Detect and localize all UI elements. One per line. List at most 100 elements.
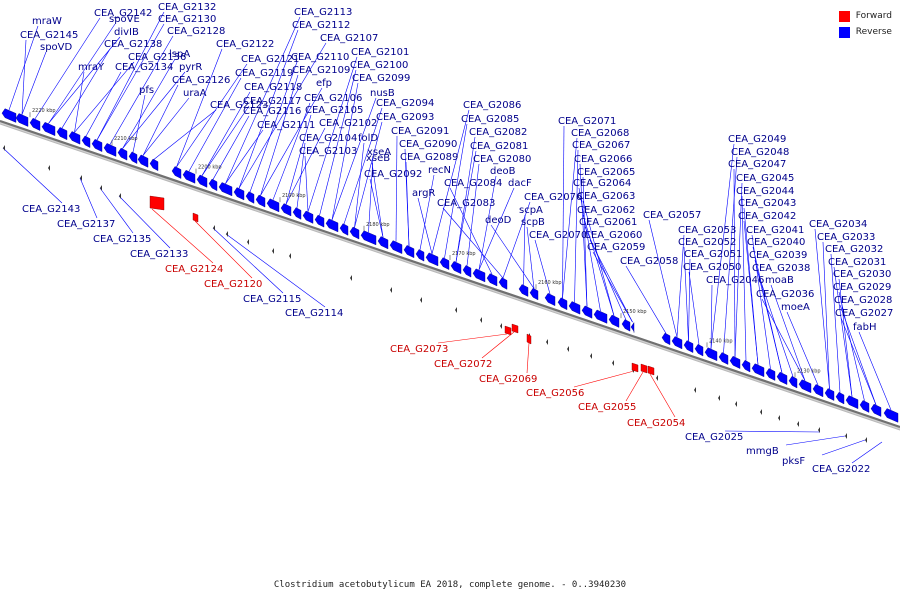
small-gene — [567, 346, 569, 352]
small-gene — [590, 353, 592, 359]
gene-label: CEA_G2038 — [752, 263, 810, 274]
legend-forward-label: Forward — [855, 11, 892, 21]
gene-label: CEA_G2059 — [587, 242, 645, 253]
reverse-gene — [683, 340, 694, 353]
gene-label: CEA_G2111 — [257, 120, 315, 131]
reverse-gene — [741, 360, 751, 373]
tick-label: 2150 kbp — [623, 309, 647, 315]
reverse-gene — [292, 207, 302, 220]
gene-label: CEA_G2061 — [579, 217, 637, 228]
gene-label: mraY — [78, 62, 105, 73]
reverse-gene — [529, 287, 539, 301]
small-gene — [420, 297, 422, 303]
gene-label: scpB — [521, 217, 545, 228]
gene-label: CEA_G2036 — [756, 289, 814, 300]
reverse-gene — [218, 182, 233, 197]
reverse-gene — [751, 363, 765, 378]
small-gene — [213, 225, 215, 231]
gene-label: divIB — [114, 27, 139, 38]
gene-label: CEA_G2062 — [577, 205, 635, 216]
tick-label: 2200 kbp — [198, 165, 222, 171]
reverse-gene — [29, 117, 41, 131]
reverse-gene — [835, 391, 845, 405]
gene-label: moeA — [781, 302, 810, 313]
gene-label: CEA_G2101 — [351, 47, 409, 58]
small-gene — [350, 275, 352, 281]
gene-label: CEA_G2030 — [833, 269, 891, 280]
reverse-gene — [661, 332, 671, 346]
gene-label: CEA_G2050 — [683, 262, 741, 273]
tick-label: 2220 kbp — [32, 108, 56, 114]
reverse-gene — [325, 218, 339, 233]
reverse-gene — [339, 223, 349, 236]
gene-label: CEA_G2124 — [165, 264, 223, 275]
reverse-gene — [389, 240, 403, 254]
gene-label: CEA_G2113 — [294, 7, 352, 18]
reverse-gene — [544, 293, 556, 307]
gene-label: CEA_G2058 — [620, 256, 678, 267]
gene-label: CEA_G2083 — [437, 198, 495, 209]
reverse-gene — [557, 297, 568, 311]
gene-label: CEA_G2081 — [470, 141, 528, 152]
reverse-gene — [718, 352, 729, 365]
small-gene — [247, 239, 249, 245]
small-gene — [500, 323, 502, 329]
reverse-gene — [208, 178, 218, 192]
genome-caption: Clostridium acetobutylicum EA 2018, comp… — [273, 580, 627, 590]
gene-label: CEA_G2137 — [57, 219, 115, 230]
legend-forward: Forward — [838, 8, 892, 24]
gene-label: CEA_G2107 — [320, 33, 378, 44]
gene-label: CEA_G2063 — [577, 191, 635, 202]
small-gene — [272, 248, 274, 254]
reverse-gene — [360, 230, 377, 246]
gene-label: CEA_G2045 — [736, 173, 794, 184]
small-gene — [3, 145, 5, 151]
forward-gene — [640, 363, 648, 374]
gene-label: CEA_G2055 — [578, 402, 636, 413]
small-gene — [718, 395, 720, 401]
reverse-gene — [15, 113, 29, 127]
small-gene — [119, 193, 121, 199]
reverse-gene — [1, 108, 17, 123]
gene-track — [1, 108, 899, 443]
gene-label: CEA_G2022 — [812, 464, 870, 475]
reverse-gene — [630, 321, 635, 333]
reverse-gene — [233, 187, 245, 201]
reverse-gene — [245, 191, 255, 204]
tick-label: 2170 kbp — [452, 251, 476, 257]
gene-label: CEA_G2093 — [376, 112, 434, 123]
reverse-swatch — [838, 26, 850, 38]
reverse-gene — [694, 344, 704, 357]
small-gene — [455, 307, 457, 313]
gene-label: CEA_G2105 — [305, 105, 363, 116]
reverse-gene — [581, 305, 593, 319]
tick-label: 2130 kbp — [797, 368, 821, 374]
gene-label: CEA_G2047 — [728, 159, 786, 170]
gene-label: CEA_G2046 — [706, 275, 764, 286]
gene-label: CEA_G2136 — [128, 52, 186, 63]
gene-label: CEA_G2053 — [678, 225, 736, 236]
gene-label: CEA_G2060 — [584, 230, 642, 241]
reverse-gene — [91, 139, 103, 152]
gene-label: CEA_G2071 — [558, 116, 616, 127]
forward-gene — [504, 325, 512, 336]
small-gene — [546, 339, 548, 345]
gene-label: CEA_G2092 — [364, 169, 422, 180]
gene-label: CEA_G2089 — [400, 152, 458, 163]
gene-label: CEA_G2049 — [728, 134, 786, 145]
gene-label: CEA_G2132 — [158, 2, 216, 13]
reverse-gene — [462, 265, 472, 278]
gene-label: spoVE — [109, 14, 140, 25]
reverse-gene — [68, 131, 81, 145]
gene-label: CEA_G2104 — [299, 133, 357, 144]
gene-label: CEA_G2028 — [834, 295, 892, 306]
gene-label: folD — [358, 133, 378, 144]
gene-label: CEA_G2099 — [352, 73, 410, 84]
gene-label: CEA_G2027 — [835, 308, 893, 319]
reverse-gene — [798, 379, 812, 394]
gene-label: CEA_G2114 — [285, 308, 343, 319]
reverse-gene — [883, 408, 899, 423]
kbp-ticks: 2220 kbp 2210 kbp 2200 kbp 2190 kbp 2180 kbp… — [29, 108, 821, 378]
reverse-gene — [403, 245, 415, 259]
